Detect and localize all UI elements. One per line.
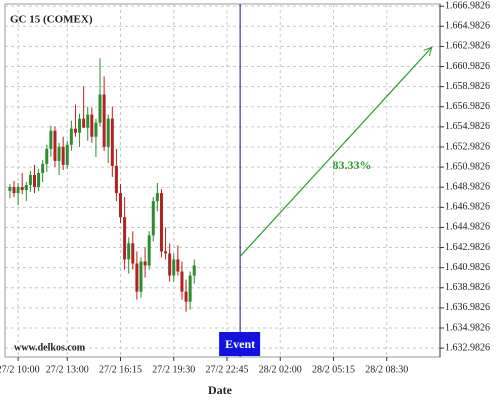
marks [8, 58, 196, 312]
candle-body [143, 261, 147, 266]
candle-body [139, 261, 143, 292]
candle-body [102, 94, 106, 147]
candle-body [131, 243, 135, 264]
candle-body [49, 130, 53, 149]
candle-body [106, 118, 110, 147]
candle-body [114, 165, 118, 194]
candle-body [57, 146, 61, 161]
x-tick-label: 28/2 08:30 [365, 364, 408, 375]
candle-body [176, 259, 180, 272]
candle-body [123, 217, 127, 260]
candle-body [119, 193, 123, 218]
y-tick-label: 1.662.9826 [445, 41, 490, 52]
x-tick-label: 28/2 05:15 [312, 364, 355, 375]
candle-body [188, 275, 192, 302]
event-box [219, 332, 261, 356]
candle-body [192, 265, 196, 276]
plot-area [4, 3, 441, 358]
x-tick-label: 27/2 13:00 [46, 364, 89, 375]
candle-body [82, 118, 86, 128]
candle-body [61, 146, 65, 165]
grid [5, 4, 440, 357]
x-tick-label: 27/2 19:30 [152, 364, 195, 375]
candle-body [164, 251, 168, 254]
candle-body [180, 271, 184, 292]
y-tick-label: 1.642.9826 [445, 242, 490, 253]
y-tick-label: 1.658.9826 [445, 81, 490, 92]
candle-body [155, 193, 159, 202]
candle-body [127, 243, 131, 260]
candle-body [45, 148, 49, 164]
candle-body [110, 118, 114, 166]
x-axis-label: Date [208, 383, 233, 397]
candle-body [86, 114, 90, 128]
candle-body [53, 130, 57, 161]
candle-body [135, 263, 139, 292]
y-tick-label: 1.666.9826 [445, 0, 490, 11]
y-tick-label: 1.664.9826 [445, 21, 490, 32]
y-tick-label: 1.640.9826 [445, 262, 490, 273]
y-tick-label: 1.652.9826 [445, 141, 490, 152]
candle-body [41, 163, 45, 173]
candle-body [159, 193, 163, 252]
candle-body [168, 253, 172, 276]
chart-title: GC 15 (COMEX) [10, 14, 93, 26]
candle-body [20, 187, 24, 191]
candle-body [32, 174, 36, 188]
y-tick-label: 1.634.9826 [445, 322, 490, 333]
candle-body [90, 114, 94, 137]
y-tick-label: 1.660.9826 [445, 61, 490, 72]
y-tick-label: 1.650.9826 [445, 161, 490, 172]
candle-body [94, 122, 98, 137]
candle-body [184, 291, 188, 302]
y-tick-label: 1.648.9826 [445, 182, 490, 193]
candle-body [24, 185, 28, 191]
y-tick-label: 1.644.9826 [445, 222, 490, 233]
x-tick-label: 27/2 22:45 [205, 364, 248, 375]
y-tick-label: 1.646.9826 [445, 202, 490, 213]
y-tick-label: 1.632.9826 [445, 342, 490, 353]
watermark: www.delkos.com [14, 342, 86, 353]
x-tick-label: 28/2 02:00 [259, 364, 302, 375]
candle-body [147, 235, 151, 266]
candle-body [73, 128, 77, 133]
candle-body [69, 128, 73, 145]
candle-body [16, 187, 20, 194]
candle-body [28, 174, 32, 186]
projection-arrow [239, 47, 432, 257]
candle-body [151, 201, 155, 236]
candle-body [37, 172, 41, 188]
candle-body [98, 94, 102, 123]
y-tick-label: 1.654.9826 [445, 121, 490, 132]
candle-body [172, 259, 176, 276]
arrow-label: 83.33% [333, 158, 372, 172]
candle-body [8, 187, 12, 192]
y-tick-label: 1.656.9826 [445, 101, 490, 112]
candle-body [78, 118, 82, 133]
x-tick-label: 27/2 10:00 [0, 364, 40, 375]
y-tick-label: 1.638.9826 [445, 282, 490, 293]
candle-body [65, 144, 69, 165]
event-label: Event [225, 337, 255, 351]
y-tick-label: 1.636.9826 [445, 302, 490, 313]
x-tick-label: 27/2 16:15 [99, 364, 142, 375]
candle-body [12, 187, 16, 194]
